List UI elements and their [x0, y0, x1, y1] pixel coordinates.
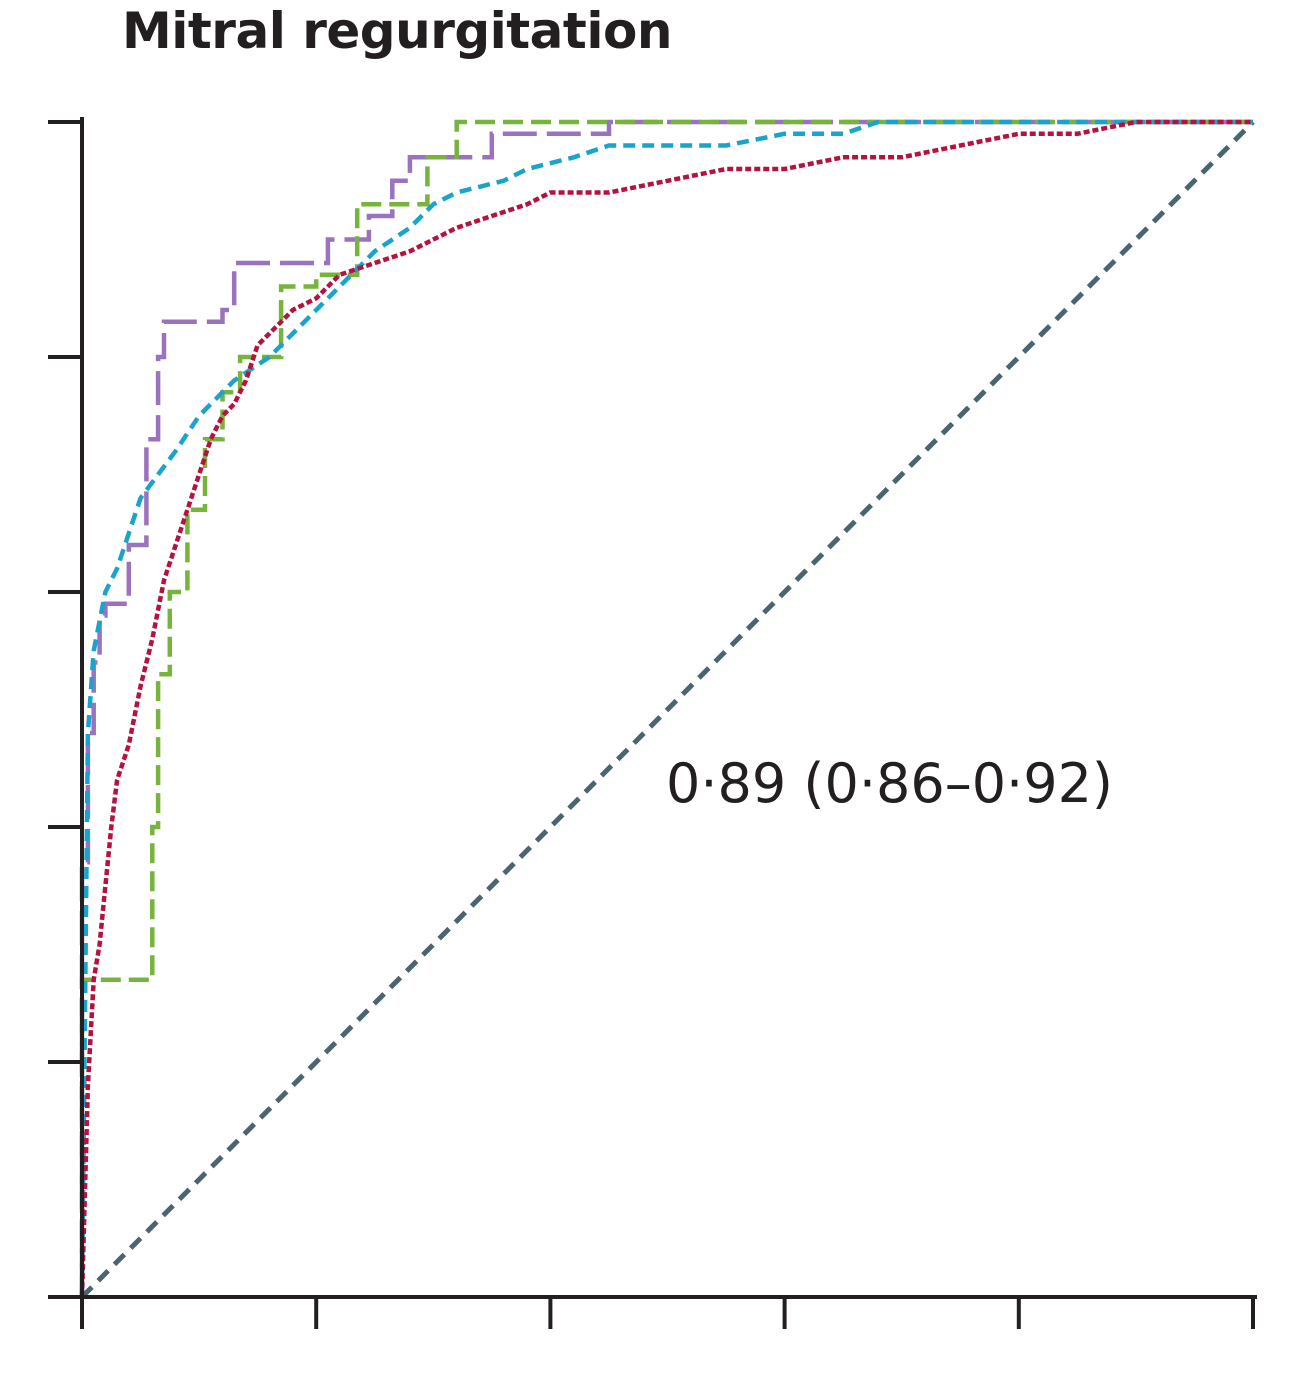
axes — [48, 117, 1257, 1329]
reference-diagonal-line — [80, 120, 1255, 1299]
roc-curve-cyan — [79, 119, 1253, 1298]
roc-curve-crimson — [79, 119, 1253, 1298]
auc-annotation: 0·89 (0·86–0·92) — [666, 752, 1113, 815]
roc-curve-green — [79, 119, 1253, 1297]
chart-title: Mitral regurgitation — [122, 2, 672, 60]
roc-curve-purple — [79, 119, 1253, 1297]
series-layer — [79, 119, 1255, 1299]
